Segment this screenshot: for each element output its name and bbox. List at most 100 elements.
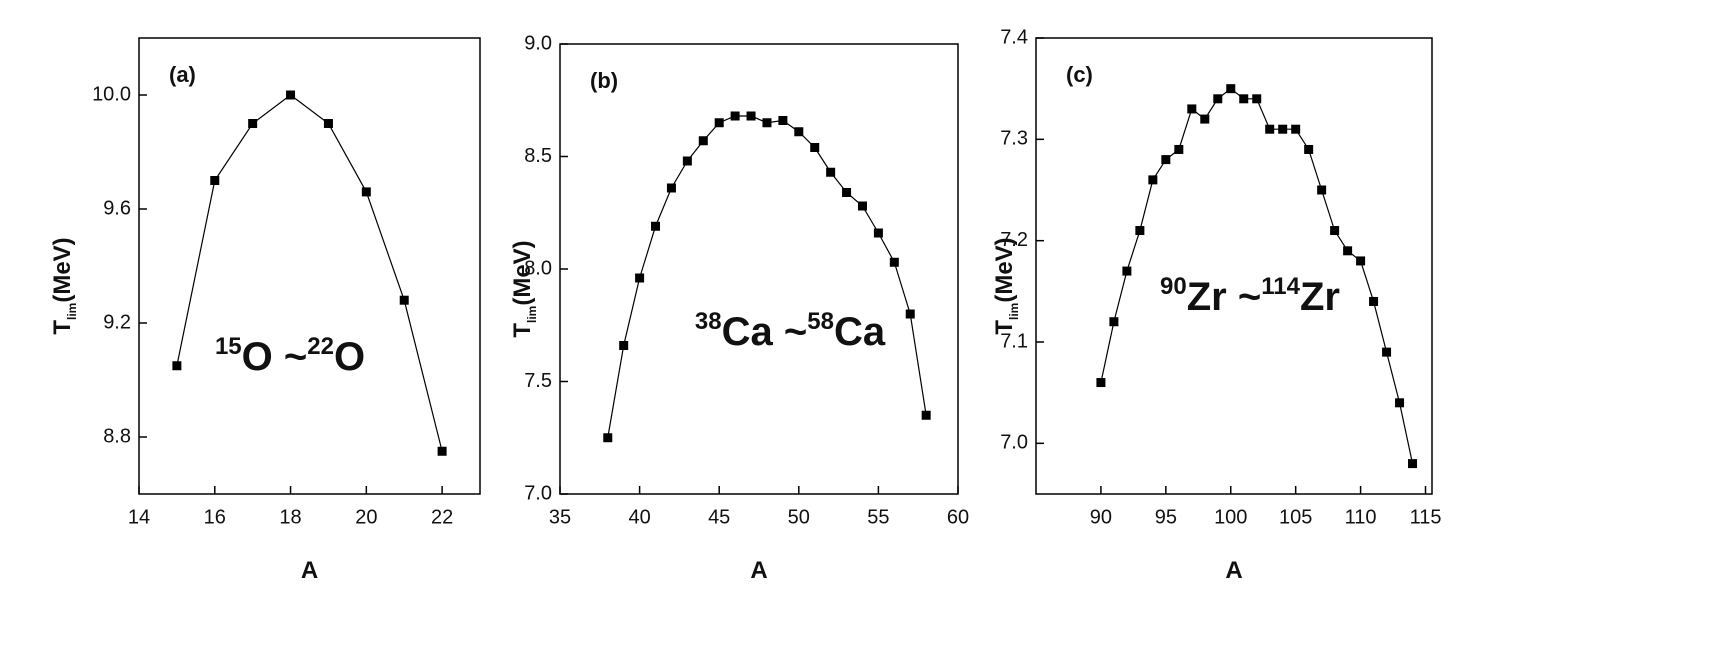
y-axis-label-part: (MeV) [991,237,1018,302]
data-point [810,143,820,152]
x-tick-label: 90 [1090,506,1112,528]
x-tick-label: 22 [431,506,453,528]
x-tick-label: 100 [1214,506,1247,528]
x-tick-label: 60 [947,506,969,528]
x-tick-label: 40 [628,506,650,528]
y-tick-label: 7.3 [1000,128,1028,150]
x-tick-label: 105 [1279,506,1312,528]
data-point [1096,378,1106,388]
annotation-part: O [334,335,365,379]
y-axis-label-part: T [991,320,1018,335]
data-point [323,119,333,128]
data-point [1304,144,1314,154]
data-point [746,111,756,121]
data-point [210,176,220,185]
data-point [1356,256,1366,266]
data-point [730,111,740,121]
annotation: 38Ca ~58Ca [695,308,886,354]
y-tick-label: 8.5 [524,145,552,167]
y-axis-label-part: (MeV) [509,240,536,305]
y-axis-label-part: lim [65,303,79,320]
data-point [1278,124,1288,134]
annotation-part: Zr [1300,275,1340,319]
data-point [1187,104,1197,114]
plot-frame [559,43,959,495]
data-point [905,309,915,319]
data-point [857,201,867,211]
y-axis-label-part: T [509,323,536,338]
data-point [1265,124,1275,134]
data-point [666,183,676,193]
data-point [826,167,836,177]
annotation-part: 15 [215,333,242,360]
data-point [172,361,182,371]
annotation: 15O ~22O [215,333,365,379]
y-tick-label: 9.0 [524,32,552,54]
data-point [437,446,447,456]
x-tick-label: 45 [708,506,730,528]
data-point [603,433,613,443]
panel-label: (b) [590,68,618,93]
data-point [873,228,883,238]
data-point [1343,246,1353,256]
y-tick-label: 10.0 [92,83,131,105]
data-point [651,221,661,231]
annotation-part: O ~ [242,335,308,379]
x-tick-label: 16 [204,506,226,528]
panel: 35 40 45 50 55 60 7.0 7.5 8.0 8.5 9.0 (b) A Tlim(MeV)… [509,32,969,584]
annotation: 90Zr ~114Zr [1160,273,1340,319]
data-point [619,341,629,350]
y-tick-label: 7.4 [1000,26,1028,48]
annotation-part: Zr ~ [1187,275,1261,319]
data-point [682,156,692,166]
y-tick-label: 7.5 [524,370,552,392]
panel-label: (a) [169,62,196,87]
data-line [607,115,927,438]
data-point [1395,398,1405,408]
data-point [762,118,772,128]
x-tick-label: 14 [128,506,150,528]
annotation-part: Ca [834,310,886,354]
y-tick-label: 7.1 [1000,330,1028,352]
x-axis-label: A [750,557,767,584]
data-point [1239,94,1249,104]
data-point [1161,155,1171,165]
y-axis-label-part: lim [1007,303,1021,320]
y-tick-label: 8.8 [103,425,131,447]
x-tick-label: 115 [1410,506,1442,528]
x-axis-label: A [301,557,318,584]
data-point [1317,185,1327,195]
panel-label: (c) [1066,62,1093,87]
y-tick-label: 7.2 [1000,229,1028,251]
plot-frame [1035,37,1433,495]
data-point [1291,124,1301,134]
data-point [1369,296,1379,306]
y-axis-label: Tlim(MeV) [49,237,79,334]
y-tick-label: 9.6 [103,197,131,219]
y-axis-label: Tlim(MeV) [509,240,539,337]
y-axis-label-part: (MeV) [49,237,76,302]
data-point [1382,347,1392,357]
data-point [1252,94,1262,104]
panel: 90 95 100 105 110 115 7.0 7.1 7.2 7.3 7.4 (c) A Tlim(… [991,26,1441,584]
panel: 14 16 18 20 22 8.8 9.2 9.6 10.0 (a) A Tlim(MeV) 15O … [49,37,481,584]
data-point [399,295,409,305]
plot-frame [138,37,481,495]
data-point [794,127,804,137]
data-point [842,188,852,197]
data-point [286,90,296,100]
annotation-part: 58 [807,308,834,335]
data-point [698,136,708,146]
data-point [1122,266,1132,276]
x-tick-label: 35 [549,506,571,528]
x-tick-label: 18 [279,506,301,528]
x-tick-label: 95 [1155,506,1177,528]
data-point [1226,84,1236,94]
data-point [361,187,371,197]
data-point [921,410,931,420]
data-point [889,257,899,267]
data-point [635,273,645,283]
data-point [778,116,788,125]
y-axis-label: Tlim(MeV) [991,237,1021,334]
x-axis-label: A [1225,557,1242,584]
